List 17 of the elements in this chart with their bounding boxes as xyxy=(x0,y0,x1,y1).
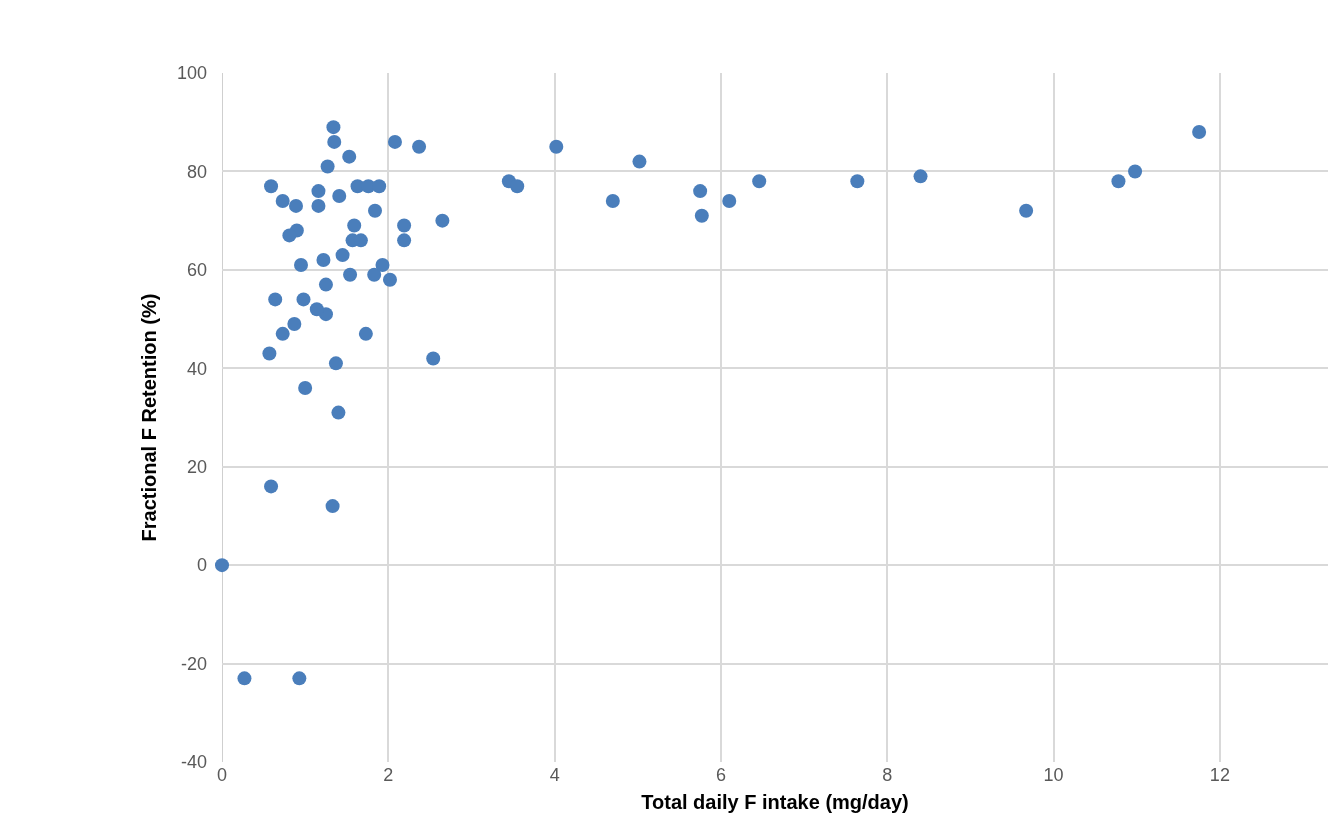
y-tick-label: 100 xyxy=(176,63,207,84)
y-tick-label: 80 xyxy=(186,161,207,182)
y-tick-label: 40 xyxy=(186,358,207,379)
y-tick-label: -20 xyxy=(180,653,207,674)
y-tick-label: 60 xyxy=(186,260,207,281)
x-tick-label: 12 xyxy=(1209,765,1230,785)
x-tick-label: 8 xyxy=(882,765,893,785)
x-tick-label: 0 xyxy=(216,765,228,785)
x-tick-label: 4 xyxy=(549,765,560,785)
y-tick-label: -40 xyxy=(180,752,207,773)
y-axis-title: Fractional F Retention (%) xyxy=(138,293,161,542)
y-tick-label: 20 xyxy=(186,457,207,478)
x-tick-label: 6 xyxy=(715,765,726,785)
x-tick-label: 10 xyxy=(1043,765,1064,785)
x-axis-title: Total daily F intake (mg/day) xyxy=(641,790,909,813)
x-tick-label: 2 xyxy=(383,765,394,785)
y-tick-label: 0 xyxy=(196,555,207,576)
